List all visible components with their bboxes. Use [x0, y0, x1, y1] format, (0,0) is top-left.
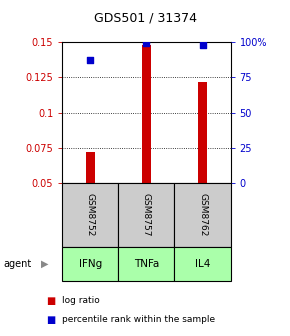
Text: agent: agent: [3, 259, 31, 269]
Text: GSM8757: GSM8757: [142, 193, 151, 237]
Point: [144, 41, 149, 46]
Text: ■: ■: [46, 296, 55, 306]
Bar: [198, 82, 207, 183]
Text: ▶: ▶: [41, 259, 49, 269]
Text: IFNg: IFNg: [79, 259, 102, 269]
Text: GDS501 / 31374: GDS501 / 31374: [93, 12, 197, 25]
Text: IL4: IL4: [195, 259, 210, 269]
Text: GSM8762: GSM8762: [198, 193, 207, 237]
Text: TNFa: TNFa: [134, 259, 159, 269]
Text: percentile rank within the sample: percentile rank within the sample: [62, 316, 215, 324]
Text: GSM8752: GSM8752: [86, 193, 95, 237]
Point: [88, 58, 93, 63]
Text: ■: ■: [46, 315, 55, 325]
Text: log ratio: log ratio: [62, 296, 100, 305]
Point: [200, 42, 205, 47]
Bar: [142, 45, 151, 183]
Bar: [86, 152, 95, 183]
